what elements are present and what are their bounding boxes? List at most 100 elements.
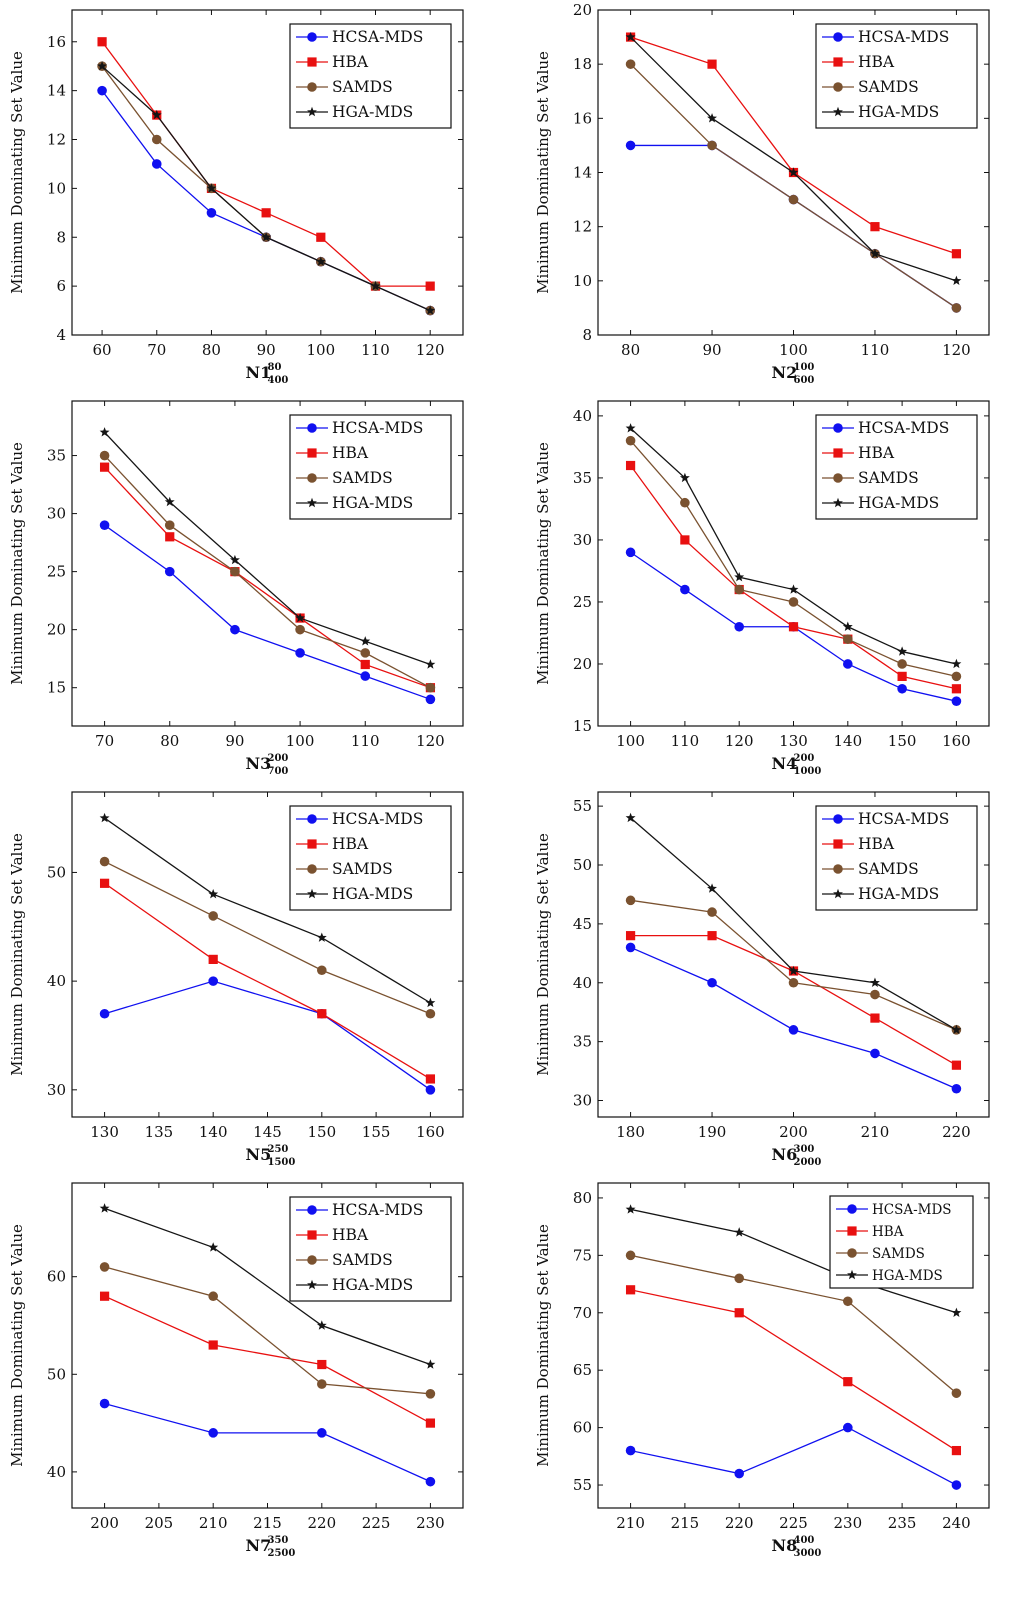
- legend-box: [289, 23, 452, 129]
- x-tick-label: 120: [725, 732, 754, 750]
- data-point-hba: [707, 59, 717, 69]
- legend-marker-hba: [307, 839, 317, 849]
- y-tick-label: 6: [56, 277, 66, 295]
- legend-marker-samds: [847, 1248, 857, 1258]
- x-tick-label: 140: [199, 1123, 228, 1141]
- series-hga-mds: [99, 1203, 436, 1369]
- data-point-hba: [165, 532, 175, 542]
- data-point-hga-mds: [425, 659, 436, 669]
- legend-marker-hba: [307, 57, 317, 67]
- data-point-hga-mds: [707, 113, 717, 123]
- legend-entry-hga-mds: HGA-MDS: [332, 1276, 413, 1294]
- legend: HCSA-MDS HBA SAMDS HGA-MDS: [815, 414, 978, 520]
- x-tick-label: 220: [942, 1123, 971, 1141]
- data-point-hga-mds: [151, 109, 162, 120]
- series-line-hga-mds: [104, 1207, 431, 1366]
- y-tick-label: 30: [47, 1081, 66, 1099]
- plot-frame: [71, 400, 464, 727]
- data-point-samds: [317, 1379, 327, 1389]
- legend-entry-hcsa-mds: HCSA-MDS: [332, 810, 423, 828]
- x-tick-label: 190: [698, 1123, 727, 1141]
- x-tick-label: 240: [942, 1514, 971, 1532]
- legend-marker-hcsa-mds: [833, 814, 843, 824]
- data-point-hga-mds: [870, 248, 880, 258]
- data-point-hba: [625, 1285, 636, 1295]
- data-point-samds: [870, 989, 880, 1000]
- legend-entry-hga-mds: HGA-MDS: [858, 885, 939, 903]
- data-point-hga-mds: [295, 612, 306, 623]
- legend-entry-hba: HBA: [332, 53, 369, 71]
- data-point-hba: [843, 1377, 853, 1387]
- x-tick-label: 160: [942, 732, 971, 750]
- series-line-hcsa-mds: [630, 1426, 957, 1486]
- legend-marker-samds: [307, 864, 317, 874]
- series-line-hba: [630, 1289, 957, 1452]
- y-tick-label: 10: [47, 179, 66, 197]
- y-tick-label: 45: [573, 915, 592, 933]
- y-tick-label: 40: [47, 1463, 66, 1481]
- legend-marker-samds: [833, 473, 843, 483]
- data-point-hcsa-mds: [230, 624, 240, 635]
- data-point-hba: [360, 659, 370, 670]
- x-axis-label-base: N8: [772, 1536, 798, 1555]
- x-axis-label-subscript: 1000: [794, 766, 822, 777]
- series-line-hga-mds: [104, 431, 431, 666]
- data-point-samds: [230, 566, 240, 577]
- data-point-samds: [951, 671, 962, 682]
- y-tick-label: 20: [47, 621, 66, 639]
- data-point-hcsa-mds: [208, 1428, 218, 1438]
- data-point-hcsa-mds: [360, 671, 371, 681]
- data-point-hcsa-mds: [625, 1445, 636, 1456]
- data-point-samds: [625, 59, 636, 69]
- y-axis-label: Minimum Dominating Set Value: [8, 51, 26, 294]
- x-tick-label: 70: [147, 341, 166, 359]
- legend-marker-hcsa-mds: [307, 1205, 317, 1215]
- y-tick-label: 55: [573, 797, 592, 815]
- data-point-samds: [788, 597, 799, 607]
- data-point-hga-mds: [951, 275, 962, 286]
- data-point-samds: [788, 977, 799, 988]
- series-line-hba: [630, 935, 957, 1066]
- data-point-hga-mds: [788, 584, 799, 594]
- data-point-samds: [843, 1296, 853, 1307]
- legend-marker-hba: [833, 57, 843, 67]
- data-point-hga-mds: [164, 496, 175, 507]
- data-point-hba: [99, 878, 110, 888]
- data-point-hga-mds: [316, 932, 327, 942]
- data-point-samds: [425, 682, 436, 693]
- y-tick-label: 50: [47, 1365, 66, 1383]
- legend-marker-hba: [307, 1230, 317, 1240]
- data-point-hba: [99, 462, 110, 472]
- x-axis-label-base: N7: [246, 1536, 272, 1555]
- x-axis-label-superscript: 250: [268, 1144, 289, 1155]
- y-tick-label: 25: [47, 563, 66, 581]
- series-line-samds: [104, 455, 431, 689]
- legend-marker-hcsa-mds: [307, 814, 317, 824]
- data-point-hcsa-mds: [151, 159, 162, 169]
- y-tick-label: 30: [573, 1092, 592, 1110]
- data-point-hba: [951, 249, 962, 259]
- legend: HCSA-MDS HBA SAMDS HGA-MDS: [815, 23, 978, 129]
- series-hcsa-mds: [99, 1398, 436, 1487]
- data-point-hga-mds: [625, 812, 636, 823]
- data-point-hga-mds: [707, 883, 717, 893]
- data-point-hga-mds: [951, 1024, 962, 1035]
- data-point-hba: [317, 1009, 327, 1019]
- data-point-hga-mds: [897, 646, 908, 656]
- x-axis-label-subscript: 700: [268, 766, 289, 777]
- legend-entry-hba: HBA: [872, 1224, 904, 1240]
- x-tick-label: 80: [202, 341, 221, 359]
- data-point-hba: [897, 671, 907, 681]
- data-point-samds: [951, 303, 962, 313]
- series-line-hcsa-mds: [104, 524, 431, 700]
- plot-frame: [71, 9, 464, 336]
- x-tick-label: 210: [199, 1514, 228, 1532]
- y-tick-label: 70: [573, 1304, 592, 1322]
- legend-marker-hcsa-mds: [847, 1204, 857, 1214]
- x-tick-label: 120: [416, 341, 445, 359]
- x-tick-label: 150: [307, 1123, 336, 1141]
- legend-entry-hcsa-mds: HCSA-MDS: [332, 1201, 423, 1219]
- data-point-hga-mds: [99, 812, 110, 823]
- data-point-hga-mds: [208, 1242, 219, 1252]
- data-point-hga-mds: [99, 1203, 110, 1213]
